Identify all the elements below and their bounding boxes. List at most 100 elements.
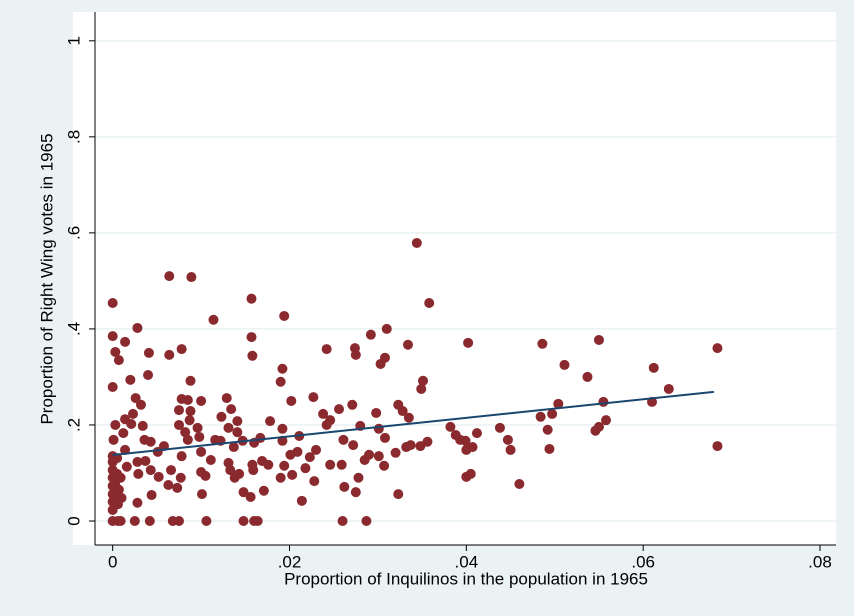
point bbox=[167, 515, 178, 526]
point bbox=[424, 297, 435, 308]
point bbox=[461, 444, 472, 455]
y-tick-label: .4 bbox=[64, 322, 83, 336]
point bbox=[598, 396, 609, 407]
point bbox=[246, 332, 257, 343]
point bbox=[107, 504, 118, 515]
point bbox=[140, 455, 151, 466]
point bbox=[544, 443, 555, 454]
point bbox=[494, 422, 505, 433]
point bbox=[582, 371, 593, 382]
point bbox=[593, 421, 604, 432]
point bbox=[275, 472, 286, 483]
point bbox=[353, 472, 364, 483]
point bbox=[248, 465, 259, 476]
point bbox=[205, 455, 216, 466]
point bbox=[173, 405, 184, 416]
point bbox=[325, 459, 336, 470]
point bbox=[712, 343, 723, 354]
point bbox=[277, 423, 288, 434]
point bbox=[196, 489, 207, 500]
point bbox=[208, 314, 219, 325]
point bbox=[115, 515, 126, 526]
point bbox=[110, 346, 121, 357]
y-axis-title: Proportion of Right Wing votes in 1965 bbox=[37, 133, 56, 424]
point bbox=[471, 428, 482, 439]
point bbox=[112, 468, 123, 479]
point bbox=[339, 481, 350, 492]
point bbox=[535, 411, 546, 422]
point bbox=[164, 349, 175, 360]
point bbox=[258, 485, 269, 496]
point bbox=[229, 472, 240, 483]
point bbox=[196, 446, 207, 457]
point bbox=[108, 434, 119, 445]
point bbox=[350, 487, 361, 498]
point bbox=[184, 415, 195, 426]
point bbox=[292, 446, 303, 457]
x-axis-title: Proportion of Inquilinos in the populati… bbox=[284, 569, 648, 588]
point bbox=[107, 297, 118, 308]
point bbox=[379, 460, 390, 471]
point bbox=[334, 404, 345, 415]
point bbox=[175, 472, 186, 483]
point bbox=[201, 515, 212, 526]
point bbox=[415, 441, 426, 452]
point bbox=[375, 358, 386, 369]
point bbox=[180, 427, 191, 438]
point bbox=[403, 412, 414, 423]
point bbox=[232, 427, 243, 438]
y-tick-label: .6 bbox=[64, 226, 83, 240]
x-tick-label: .04 bbox=[455, 552, 479, 571]
point bbox=[350, 349, 361, 360]
point bbox=[110, 419, 121, 430]
point bbox=[245, 491, 256, 502]
point bbox=[359, 455, 370, 466]
point bbox=[265, 416, 276, 427]
point bbox=[279, 310, 290, 321]
point bbox=[135, 399, 146, 410]
point bbox=[318, 408, 329, 419]
point bbox=[143, 347, 154, 358]
y-tick-label: 0 bbox=[64, 516, 83, 525]
point bbox=[225, 465, 236, 476]
point bbox=[238, 515, 249, 526]
point bbox=[455, 434, 466, 445]
point bbox=[393, 489, 404, 500]
point bbox=[145, 436, 156, 447]
point bbox=[401, 442, 412, 453]
point bbox=[107, 331, 118, 342]
point bbox=[216, 411, 227, 422]
y-tick-label: 1 bbox=[64, 36, 83, 45]
point bbox=[325, 415, 336, 426]
y-tick-label: .2 bbox=[64, 418, 83, 432]
point bbox=[121, 461, 132, 472]
point bbox=[221, 393, 232, 404]
point bbox=[373, 423, 384, 434]
point bbox=[182, 394, 193, 405]
point bbox=[416, 383, 427, 394]
point bbox=[252, 515, 263, 526]
point bbox=[304, 452, 315, 463]
point bbox=[173, 419, 184, 430]
point bbox=[463, 337, 474, 348]
point bbox=[194, 431, 205, 442]
point bbox=[277, 363, 288, 374]
point bbox=[321, 344, 332, 355]
point bbox=[402, 339, 413, 350]
point bbox=[246, 293, 257, 304]
point bbox=[143, 370, 154, 381]
point bbox=[553, 398, 564, 409]
point bbox=[113, 355, 124, 366]
point bbox=[361, 515, 372, 526]
point bbox=[196, 467, 207, 478]
point bbox=[286, 395, 297, 406]
point bbox=[547, 408, 558, 419]
point bbox=[152, 446, 163, 457]
point bbox=[133, 468, 144, 479]
point bbox=[648, 362, 659, 373]
point bbox=[263, 459, 274, 470]
point bbox=[182, 434, 193, 445]
point bbox=[118, 428, 129, 439]
point bbox=[514, 479, 525, 490]
point bbox=[712, 441, 723, 452]
